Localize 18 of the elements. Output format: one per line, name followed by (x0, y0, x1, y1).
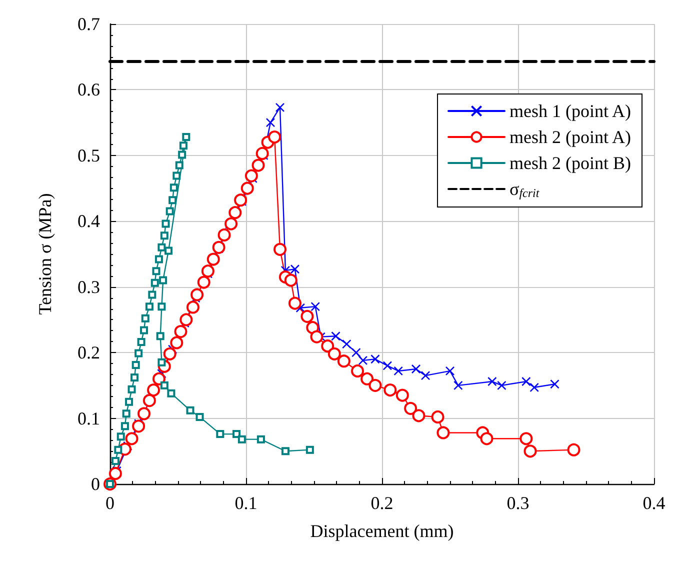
x-tick-label: 0.2 (370, 493, 394, 513)
legend-label: mesh 2 (point B) (510, 153, 632, 173)
y-tick-label: 0.5 (78, 145, 100, 166)
y-tick-label: 0.4 (78, 211, 100, 232)
x-axis-title: Displacement (mm) (310, 521, 454, 541)
y-tick-label: 0.2 (78, 342, 100, 363)
y-tick-label: 0.6 (78, 80, 100, 100)
x-tick-label: 0.4 (642, 493, 666, 513)
y-tick-label: 0 (91, 474, 100, 494)
y-tick-label: 0.1 (78, 408, 100, 428)
y-tick-label: 0.7 (78, 14, 100, 34)
x-tick-label: 0 (106, 493, 114, 513)
legend-label: mesh 1 (point A) (510, 101, 632, 121)
y-tick-label: 0.3 (78, 276, 100, 297)
y-axis-title: Tension σ (MPa) (35, 193, 55, 315)
x-tick-label: 0.3 (506, 493, 530, 513)
legend-label: mesh 2 (point A) (510, 127, 632, 147)
x-tick-label: 0.1 (234, 493, 258, 513)
